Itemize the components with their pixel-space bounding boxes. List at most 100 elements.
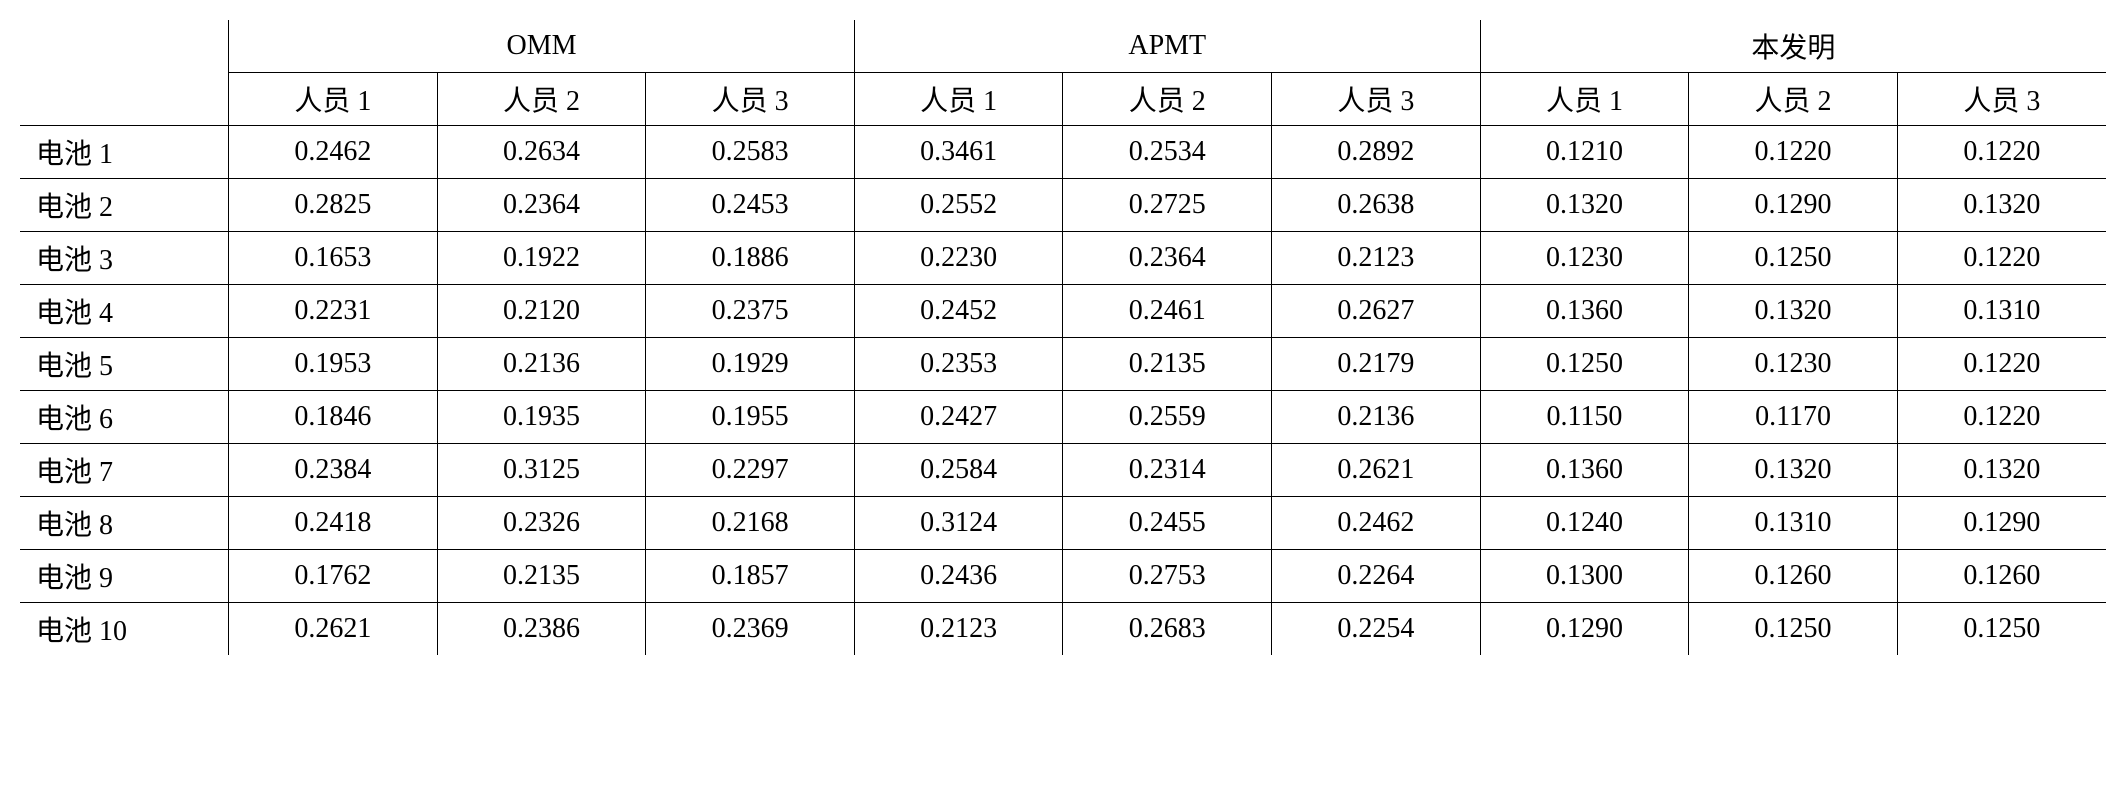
cell: 0.2462: [229, 126, 438, 179]
cell: 0.1320: [1897, 444, 2106, 497]
row-label: 电池 9: [20, 550, 229, 603]
cell: 0.2179: [1272, 338, 1481, 391]
cell: 0.1290: [1897, 497, 2106, 550]
cell: 0.1953: [229, 338, 438, 391]
group-header-2: 本发明: [1480, 20, 2106, 73]
row-label: 电池 7: [20, 444, 229, 497]
cell: 0.1250: [1689, 603, 1898, 656]
cell: 0.1220: [1897, 126, 2106, 179]
cell: 0.2634: [437, 126, 646, 179]
cell: 0.1653: [229, 232, 438, 285]
cell: 0.1929: [646, 338, 855, 391]
subheader-1-0: 人员 1: [854, 73, 1063, 126]
cell: 0.1220: [1897, 338, 2106, 391]
cell: 0.3124: [854, 497, 1063, 550]
cell: 0.2264: [1272, 550, 1481, 603]
cell: 0.2825: [229, 179, 438, 232]
cell: 0.1230: [1689, 338, 1898, 391]
row-label: 电池 1: [20, 126, 229, 179]
cell: 0.2418: [229, 497, 438, 550]
subheader-1-2: 人员 3: [1272, 73, 1481, 126]
cell: 0.2455: [1063, 497, 1272, 550]
cell: 0.1250: [1480, 338, 1689, 391]
cell: 0.1320: [1689, 285, 1898, 338]
table-body: 电池 1 0.2462 0.2634 0.2583 0.3461 0.2534 …: [20, 126, 2106, 656]
cell: 0.2427: [854, 391, 1063, 444]
cell: 0.1210: [1480, 126, 1689, 179]
row-label: 电池 2: [20, 179, 229, 232]
cell: 0.1310: [1689, 497, 1898, 550]
cell: 0.2326: [437, 497, 646, 550]
row-label: 电池 5: [20, 338, 229, 391]
row-label: 电池 6: [20, 391, 229, 444]
cell: 0.2627: [1272, 285, 1481, 338]
cell: 0.3461: [854, 126, 1063, 179]
cell: 0.2638: [1272, 179, 1481, 232]
cell: 0.2753: [1063, 550, 1272, 603]
cell: 0.1955: [646, 391, 855, 444]
cell: 0.1220: [1897, 232, 2106, 285]
cell: 0.2534: [1063, 126, 1272, 179]
cell: 0.2384: [229, 444, 438, 497]
table-row: 电池 5 0.1953 0.2136 0.1929 0.2353 0.2135 …: [20, 338, 2106, 391]
cell: 0.2136: [437, 338, 646, 391]
cell: 0.2231: [229, 285, 438, 338]
subheader-2-2: 人员 3: [1897, 73, 2106, 126]
cell: 0.2136: [1272, 391, 1481, 444]
row-label: 电池 4: [20, 285, 229, 338]
cell: 0.1300: [1480, 550, 1689, 603]
cell: 0.1320: [1689, 444, 1898, 497]
cell: 0.2230: [854, 232, 1063, 285]
table-row: 电池 7 0.2384 0.3125 0.2297 0.2584 0.2314 …: [20, 444, 2106, 497]
table-row: 电池 2 0.2825 0.2364 0.2453 0.2552 0.2725 …: [20, 179, 2106, 232]
cell: 0.2364: [1063, 232, 1272, 285]
cell: 0.2123: [1272, 232, 1481, 285]
subheader-0-2: 人员 3: [646, 73, 855, 126]
cell: 0.1922: [437, 232, 646, 285]
group-header-1: APMT: [854, 20, 1480, 73]
table-row: 电池 3 0.1653 0.1922 0.1886 0.2230 0.2364 …: [20, 232, 2106, 285]
cell: 0.2254: [1272, 603, 1481, 656]
subheader-2-1: 人员 2: [1689, 73, 1898, 126]
cell: 0.2353: [854, 338, 1063, 391]
cell: 0.1260: [1897, 550, 2106, 603]
cell: 0.1857: [646, 550, 855, 603]
cell: 0.2452: [854, 285, 1063, 338]
subheader-1-1: 人员 2: [1063, 73, 1272, 126]
table-row: 电池 10 0.2621 0.2386 0.2369 0.2123 0.2683…: [20, 603, 2106, 656]
cell: 0.1846: [229, 391, 438, 444]
cell: 0.2123: [854, 603, 1063, 656]
cell: 0.2559: [1063, 391, 1272, 444]
cell: 0.2725: [1063, 179, 1272, 232]
cell: 0.2453: [646, 179, 855, 232]
cell: 0.1150: [1480, 391, 1689, 444]
cell: 0.2369: [646, 603, 855, 656]
cell: 0.1320: [1480, 179, 1689, 232]
cell: 0.2120: [437, 285, 646, 338]
cell: 0.2375: [646, 285, 855, 338]
cell: 0.1260: [1689, 550, 1898, 603]
cell: 0.1360: [1480, 444, 1689, 497]
cell: 0.1220: [1689, 126, 1898, 179]
cell: 0.2461: [1063, 285, 1272, 338]
cell: 0.2552: [854, 179, 1063, 232]
table-row: 电池 9 0.1762 0.2135 0.1857 0.2436 0.2753 …: [20, 550, 2106, 603]
subheader-0-0: 人员 1: [229, 73, 438, 126]
cell: 0.1886: [646, 232, 855, 285]
cell: 0.1290: [1689, 179, 1898, 232]
cell: 0.2892: [1272, 126, 1481, 179]
cell: 0.1240: [1480, 497, 1689, 550]
table-row: 电池 1 0.2462 0.2634 0.2583 0.3461 0.2534 …: [20, 126, 2106, 179]
cell: 0.1170: [1689, 391, 1898, 444]
cell: 0.2168: [646, 497, 855, 550]
cell: 0.2621: [229, 603, 438, 656]
cell: 0.2135: [437, 550, 646, 603]
table-row: 电池 8 0.2418 0.2326 0.2168 0.3124 0.2455 …: [20, 497, 2106, 550]
cell: 0.2583: [646, 126, 855, 179]
subheader-2-0: 人员 1: [1480, 73, 1689, 126]
cell: 0.1220: [1897, 391, 2106, 444]
cell: 0.2621: [1272, 444, 1481, 497]
cell: 0.2436: [854, 550, 1063, 603]
cell: 0.2135: [1063, 338, 1272, 391]
cell: 0.1230: [1480, 232, 1689, 285]
